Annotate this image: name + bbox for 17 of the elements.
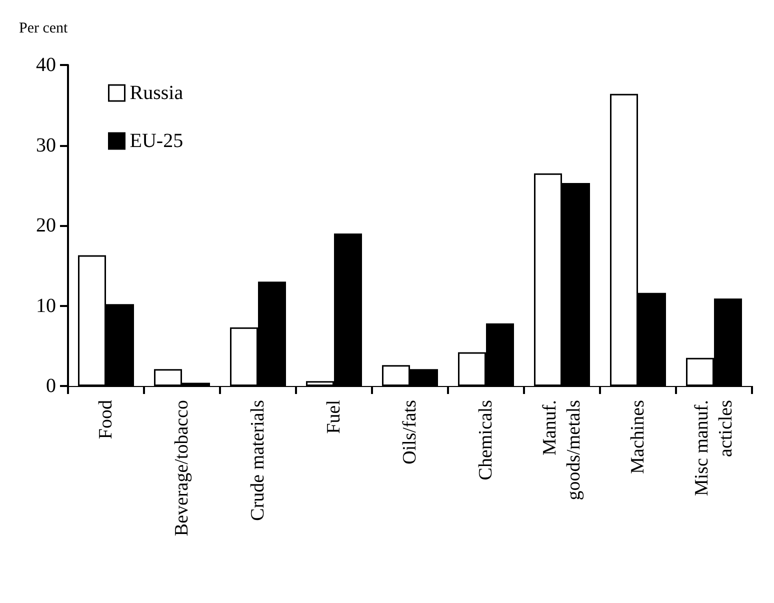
x-tick-label: Machines (628, 400, 648, 474)
y-tick-label: 30 (36, 134, 56, 156)
x-tick-label: Manuf. goods/metals (540, 400, 584, 500)
x-tick-label: Oils/fats (400, 400, 420, 464)
y-tick-label: 0 (46, 375, 56, 397)
x-tick-label: Crude materials (248, 400, 268, 521)
legend-label: EU-25 (130, 130, 184, 152)
x-tick-label: Food (96, 400, 116, 440)
x-tick-label: Fuel (324, 400, 344, 434)
legend-label: Russia (130, 82, 184, 104)
y-tick-label: 40 (36, 54, 56, 76)
y-tick-label: 20 (36, 214, 56, 236)
x-tick-label: Chemicals (476, 400, 496, 480)
y-axis-title: Per cent (19, 20, 69, 36)
x-tick-label: Beverage/tobacco (172, 400, 192, 536)
x-tick-label: Misc manuf. acticles (692, 400, 736, 496)
y-tick-label: 10 (36, 294, 56, 317)
